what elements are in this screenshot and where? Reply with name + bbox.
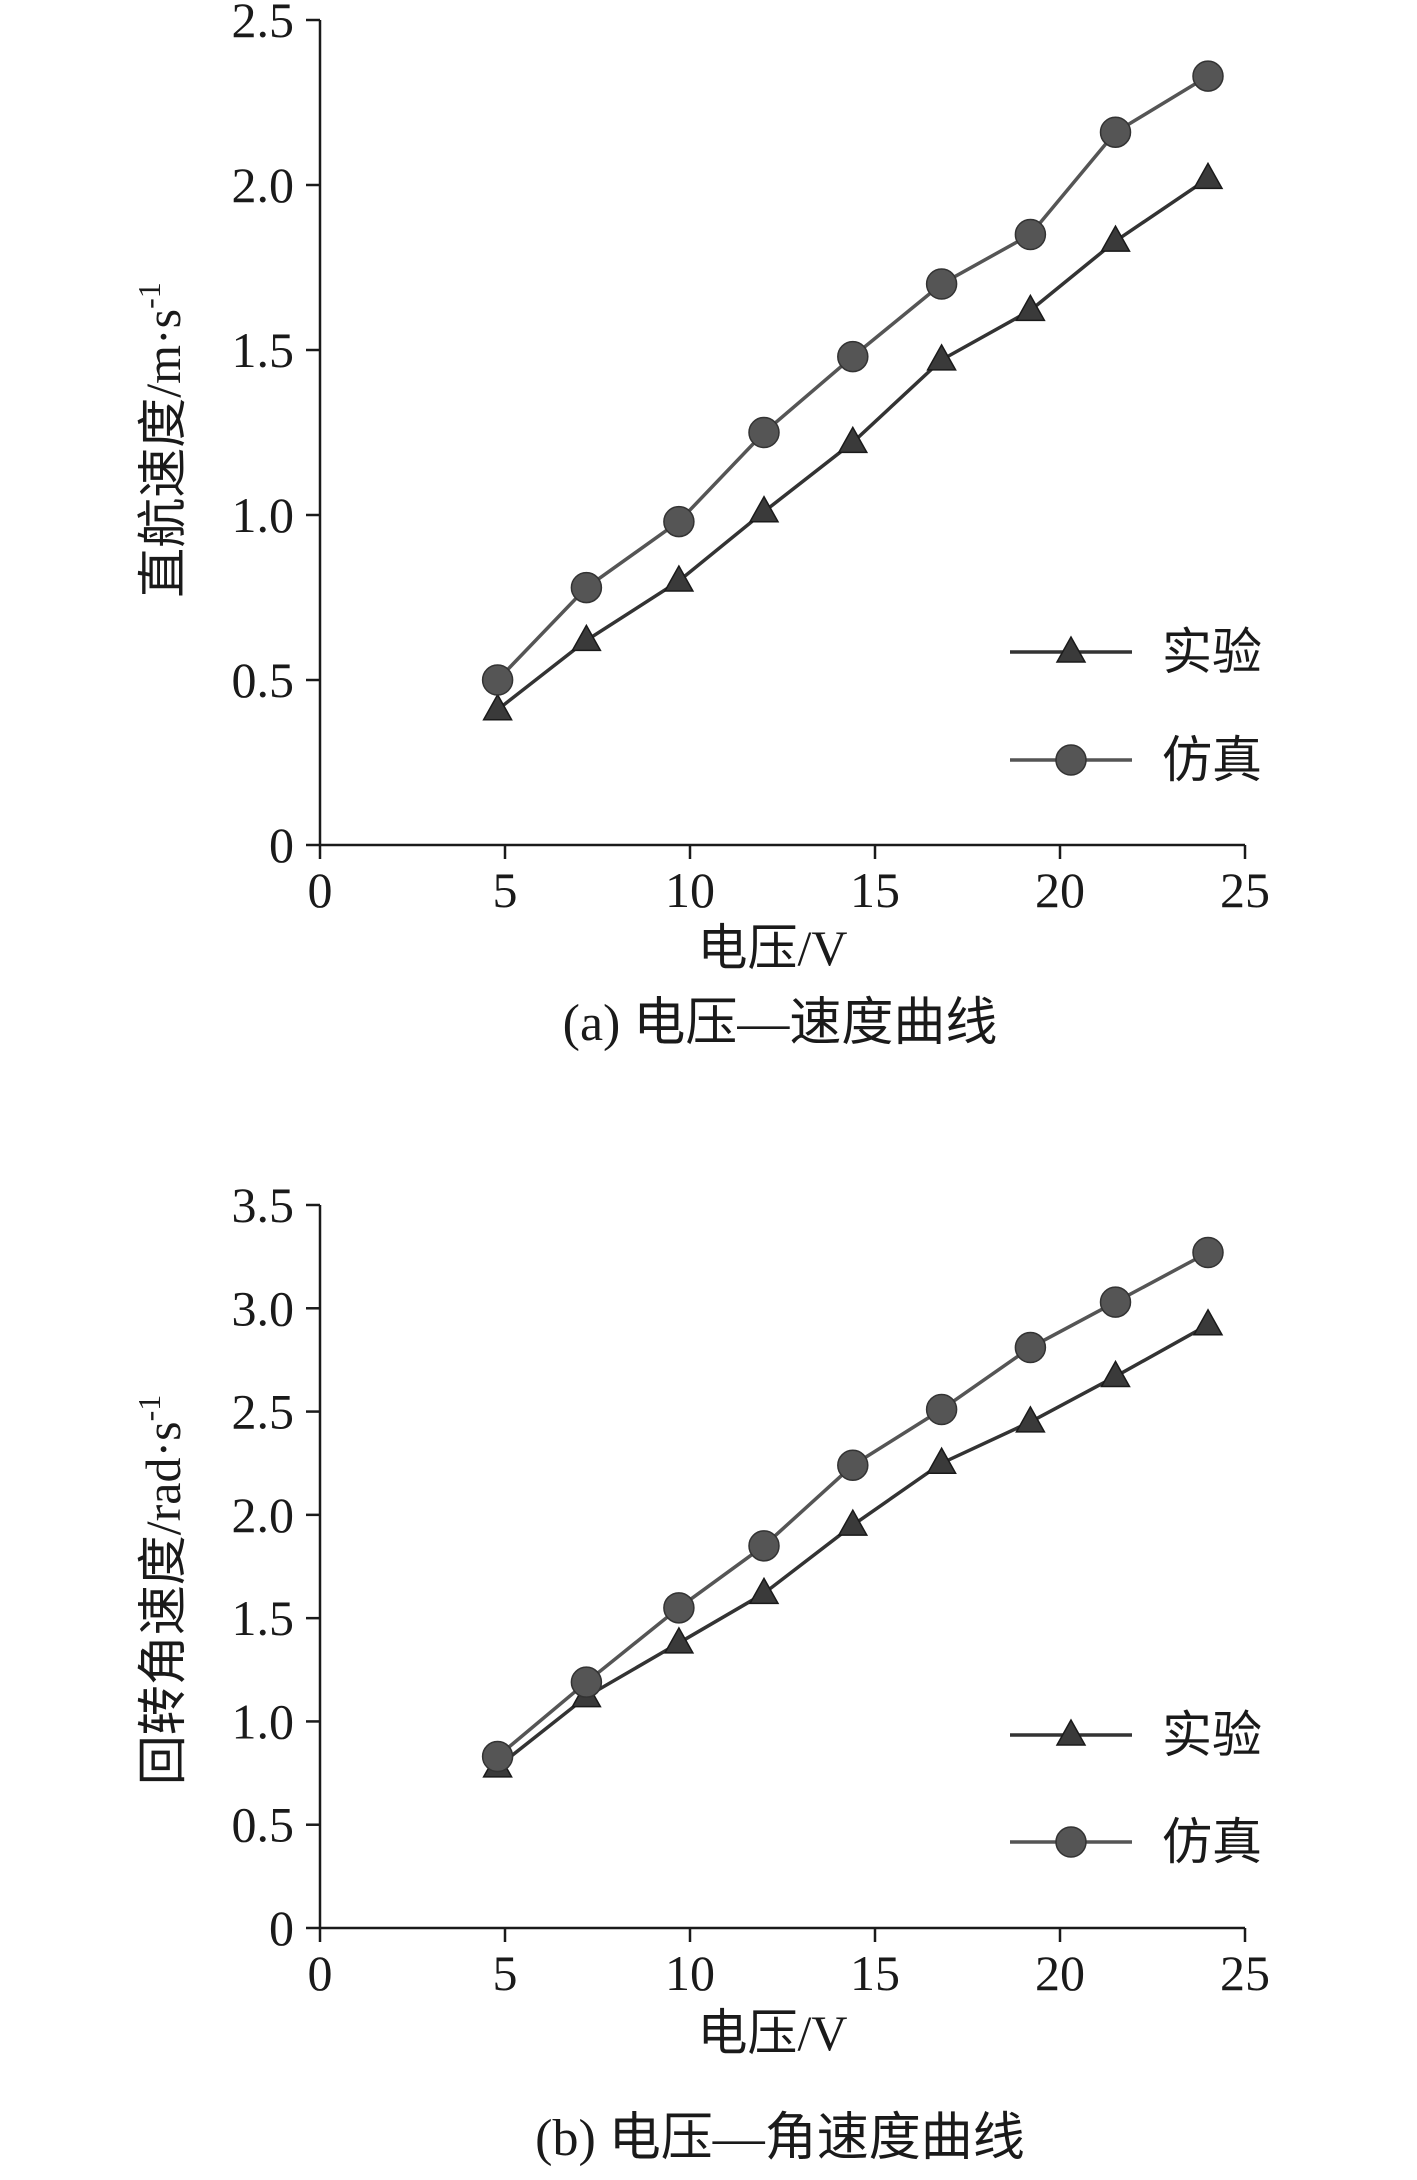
x-tick-label: 10 (665, 1945, 715, 2001)
data-point-triangle (1100, 224, 1131, 252)
chart-b: 0 0.5 1.0 1.5 2.0 2.5 3.0 3.5 0 5 10 15 20 25 电压/V 回转角速… (131, 1177, 1270, 2167)
data-point-circle (481, 664, 514, 696)
data-point-circle (748, 1530, 780, 1562)
data-point-circle (663, 1592, 695, 1624)
x-tick-label: 0 (308, 1945, 333, 2001)
x-tick-label: 5 (493, 1945, 518, 2001)
data-point-triangle (1015, 293, 1046, 322)
data-point-circle (570, 571, 603, 604)
data-point-circle (837, 1449, 869, 1482)
data-point-circle (663, 505, 695, 538)
x-tick-label: 15 (850, 1945, 900, 2001)
data-point-circle (1014, 1331, 1047, 1364)
data-point-circle (748, 416, 780, 449)
y-tick-label: 3.0 (232, 1280, 295, 1336)
legend-label: 实验 (1162, 624, 1262, 680)
y-tick-label: 0 (269, 1900, 294, 1956)
data-point-circle (1014, 218, 1047, 251)
data-point-triangle (1015, 1405, 1046, 1433)
y-axis-label: 回转角速度/rad·s-1 (131, 1395, 191, 1786)
y-axis-label-superscript: -1 (131, 282, 167, 309)
data-point-triangle (482, 693, 513, 721)
x-tick-label: 5 (493, 862, 518, 918)
data-point-triangle (663, 1626, 695, 1654)
legend-label: 实验 (1162, 1707, 1262, 1763)
data-point-triangle (1192, 1308, 1224, 1336)
legend-label: 仿真 (1162, 732, 1262, 788)
series-simulation (481, 1236, 1224, 1773)
data-point-triangle (837, 1508, 869, 1536)
x-tick-label: 25 (1220, 862, 1270, 918)
data-point-triangle (1192, 161, 1224, 190)
legend-marker-circle (1055, 744, 1087, 776)
series-line (496, 74, 1209, 682)
y-tick-label: 2.0 (232, 1487, 295, 1543)
y-tick-label: 3.5 (232, 1177, 295, 1233)
data-point-circle (837, 340, 869, 373)
data-point-triangle (571, 623, 602, 652)
x-tick-label: 15 (850, 862, 900, 918)
y-tick-label: 0 (269, 817, 294, 873)
x-axis-label: 电压/V (698, 2005, 848, 2061)
series-simulation (481, 60, 1224, 696)
y-axis-label-text: 回转角速度/rad·s (135, 1421, 191, 1785)
data-point-triangle (837, 425, 869, 454)
figure-caption: (b) 电压—角速度曲线 (535, 2110, 1025, 2167)
x-tick-label: 20 (1035, 862, 1085, 918)
legend-marker-circle (1055, 1826, 1087, 1858)
legend-marker-triangle (1055, 1718, 1087, 1746)
x-tick-label: 0 (308, 862, 333, 918)
data-point-triangle (926, 1446, 957, 1474)
data-point-triangle (663, 564, 695, 592)
data-point-circle (570, 1666, 603, 1698)
data-point-circle (1192, 1236, 1224, 1269)
x-tick-label: 25 (1220, 1945, 1270, 2001)
series-line (496, 1323, 1209, 1769)
y-tick-label: 0.5 (232, 1797, 295, 1853)
chart-a: 0 0.5 1.0 1.5 2.0 2.5 0 5 10 15 20 25 电压/V 直航速度/m·s-1… (131, 0, 1270, 1052)
y-axis-label-superscript: -1 (131, 1395, 167, 1422)
y-tick-label: 2.0 (232, 157, 295, 213)
x-axis-label: 电压/V (698, 920, 848, 976)
legend-marker-triangle (1055, 635, 1087, 663)
data-point-circle (925, 268, 958, 300)
x-tick-label: 20 (1035, 1945, 1085, 2001)
y-tick-label: 1.5 (232, 1590, 295, 1646)
data-point-circle (925, 1393, 958, 1426)
series-experiment (482, 161, 1224, 721)
data-point-triangle (926, 343, 957, 371)
data-point-triangle (748, 495, 780, 523)
x-tick-label: 10 (665, 862, 715, 918)
data-point-triangle (1100, 1359, 1131, 1388)
figure-caption: (a) 电压—速度曲线 (563, 995, 998, 1052)
y-tick-label: 0.5 (232, 652, 295, 708)
legend-label: 仿真 (1162, 1814, 1262, 1870)
y-axis-label-text: 直航速度/m·s (135, 309, 191, 598)
y-tick-label: 1.5 (232, 322, 295, 378)
data-point-triangle (748, 1576, 780, 1605)
y-tick-label: 1.0 (232, 1693, 295, 1749)
data-point-circle (1099, 116, 1132, 148)
series-experiment (482, 1308, 1224, 1778)
data-point-circle (1192, 60, 1224, 92)
data-point-circle (481, 1740, 514, 1773)
y-tick-label: 2.5 (232, 1384, 295, 1440)
series-line (496, 1250, 1209, 1758)
y-tick-label: 1.0 (232, 487, 295, 543)
y-tick-label: 2.5 (232, 0, 295, 48)
y-axis-label: 直航速度/m·s-1 (131, 282, 191, 598)
data-point-circle (1099, 1286, 1132, 1318)
